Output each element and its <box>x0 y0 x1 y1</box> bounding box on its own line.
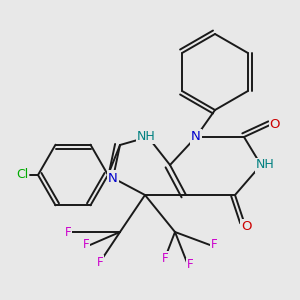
Text: NH: NH <box>136 130 155 142</box>
Text: N: N <box>108 172 118 184</box>
Text: N: N <box>191 130 201 143</box>
Text: F: F <box>162 251 168 265</box>
Text: Cl: Cl <box>16 169 28 182</box>
Text: F: F <box>65 226 71 238</box>
Text: O: O <box>270 118 280 131</box>
Text: F: F <box>211 238 217 251</box>
Text: F: F <box>83 238 89 251</box>
Text: F: F <box>187 259 193 272</box>
Text: NH: NH <box>256 158 274 172</box>
Text: F: F <box>97 256 103 268</box>
Text: O: O <box>241 220 251 233</box>
